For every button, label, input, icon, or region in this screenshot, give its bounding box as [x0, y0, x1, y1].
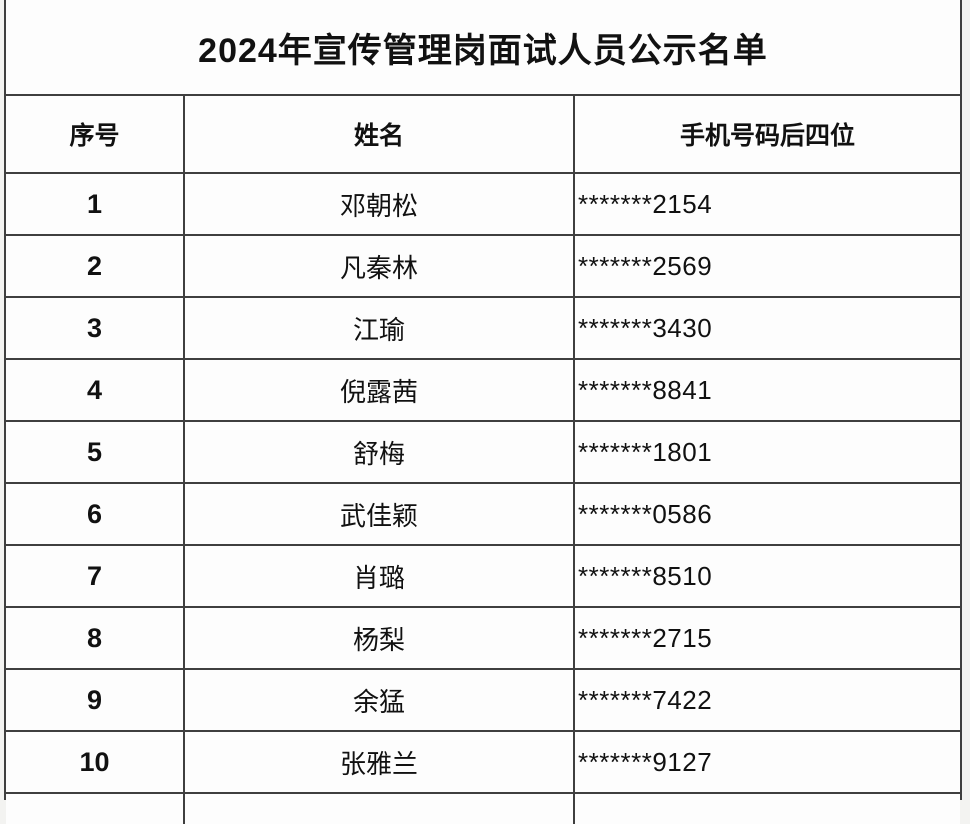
table-row-partial	[6, 794, 960, 824]
column-header-phone: 手机号码后四位	[679, 122, 855, 150]
table-row: 8 杨梨 *******2715	[6, 608, 960, 670]
cell-name: 张雅兰	[185, 732, 575, 792]
column-header-no: 序号	[6, 96, 185, 172]
cell-phone: *******1801	[578, 436, 713, 467]
cell-phone: *******3430	[578, 312, 713, 343]
table-row: 1 邓朝松 *******2154	[6, 174, 960, 236]
table-row: 9 余猛 *******7422	[6, 670, 960, 732]
column-header-name: 姓名	[185, 96, 575, 172]
notice-table: 2024年宣传管理岗面试人员公示名单 序号 姓名 手机号码后四位 1 邓朝松 *…	[4, 0, 962, 824]
cell-name: 舒梅	[185, 422, 575, 482]
table-row: 5 舒梅 *******1801	[6, 422, 960, 484]
table-row: 6 武佳颖 *******0586	[6, 484, 960, 546]
cell-name: 倪露茜	[185, 360, 575, 420]
cell-no: 6	[6, 484, 185, 544]
cell-name: 江瑜	[185, 298, 575, 358]
cell-no: 7	[6, 546, 185, 606]
cell-no: 8	[6, 608, 185, 668]
cell-no: 2	[6, 236, 185, 296]
cell-name: 杨梨	[185, 608, 575, 668]
cell-no: 4	[6, 360, 185, 420]
cell-name: 余猛	[185, 670, 575, 730]
cell-phone	[575, 794, 960, 824]
table-row: 7 肖璐 *******8510	[6, 546, 960, 608]
cell-name: 邓朝松	[185, 174, 575, 234]
cell-no	[6, 794, 185, 824]
cell-no: 10	[6, 732, 185, 792]
cell-phone: *******9127	[578, 746, 713, 777]
cell-phone: *******2569	[578, 250, 713, 281]
cell-no: 3	[6, 298, 185, 358]
page-title: 2024年宣传管理岗面试人员公示名单	[198, 31, 768, 70]
cell-no: 5	[6, 422, 185, 482]
cell-phone: *******2715	[578, 622, 713, 653]
cell-phone: *******0586	[578, 498, 713, 529]
table-body: 1 邓朝松 *******2154 2 凡秦林 *******2569 3 江瑜…	[6, 174, 960, 794]
table-row: 4 倪露茜 *******8841	[6, 360, 960, 422]
cell-phone: *******7422	[578, 684, 713, 715]
cell-name: 凡秦林	[185, 236, 575, 296]
table-header-row: 序号 姓名 手机号码后四位	[6, 96, 960, 174]
cell-phone: *******8510	[578, 560, 713, 591]
cell-name: 肖璐	[185, 546, 575, 606]
table-row: 2 凡秦林 *******2569	[6, 236, 960, 298]
cell-no: 1	[6, 174, 185, 234]
table-row: 3 江瑜 *******3430	[6, 298, 960, 360]
cell-phone: *******2154	[578, 188, 713, 219]
cell-phone: *******8841	[578, 374, 713, 405]
table-row: 10 张雅兰 *******9127	[6, 732, 960, 794]
cell-no: 9	[6, 670, 185, 730]
cell-name: 武佳颖	[185, 484, 575, 544]
cell-name	[185, 794, 575, 824]
table-title-row: 2024年宣传管理岗面试人员公示名单	[6, 0, 960, 96]
